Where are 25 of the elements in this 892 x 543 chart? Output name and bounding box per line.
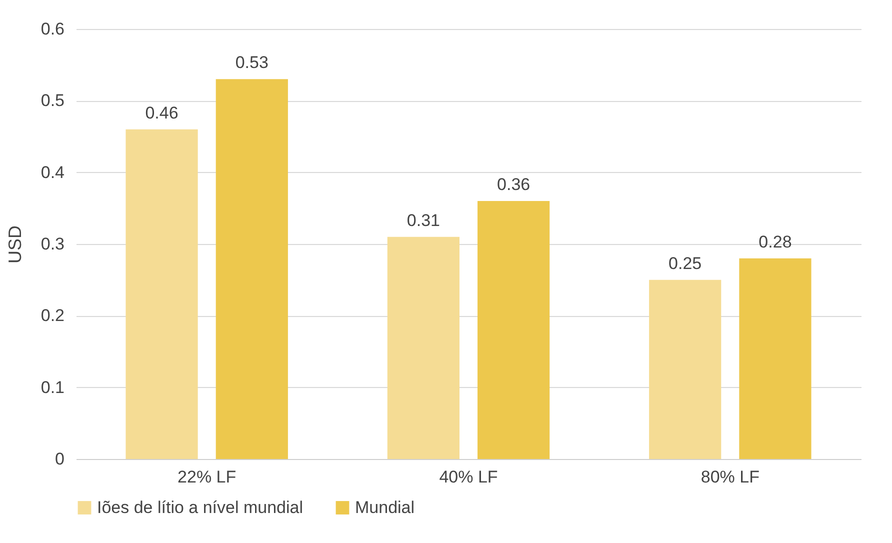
x-tick-label: 40% LF — [439, 468, 498, 486]
bar — [126, 129, 198, 459]
bar — [739, 258, 812, 459]
x-tick-label: 22% LF — [178, 468, 236, 486]
data-label: 0.46 — [145, 103, 178, 122]
data-label: 0.31 — [406, 210, 440, 230]
y-tick-label: 0.3 — [40, 234, 64, 254]
y-axis-title: USD — [4, 225, 25, 264]
bar — [387, 236, 460, 459]
bar — [478, 201, 550, 459]
data-label: 0.36 — [497, 175, 530, 194]
y-tick-label: 0.1 — [40, 378, 64, 397]
y-tick-label: 0 — [55, 450, 64, 468]
data-label: 0.25 — [668, 254, 702, 273]
legend-label: Mundial — [355, 498, 415, 517]
y-tick-label: 0.2 — [40, 306, 64, 326]
x-tick-label: 80% LF — [700, 468, 760, 486]
bar — [649, 280, 722, 459]
data-label: 0.53 — [235, 53, 268, 72]
y-tick-label: 0.6 — [40, 20, 64, 38]
y-tick-label: 0.5 — [40, 91, 64, 110]
bar — [216, 79, 288, 459]
y-tick-label: 0.4 — [40, 162, 64, 182]
data-label: 0.28 — [758, 232, 792, 252]
legend-label: Iões de lítio a nível mundial — [97, 498, 304, 517]
